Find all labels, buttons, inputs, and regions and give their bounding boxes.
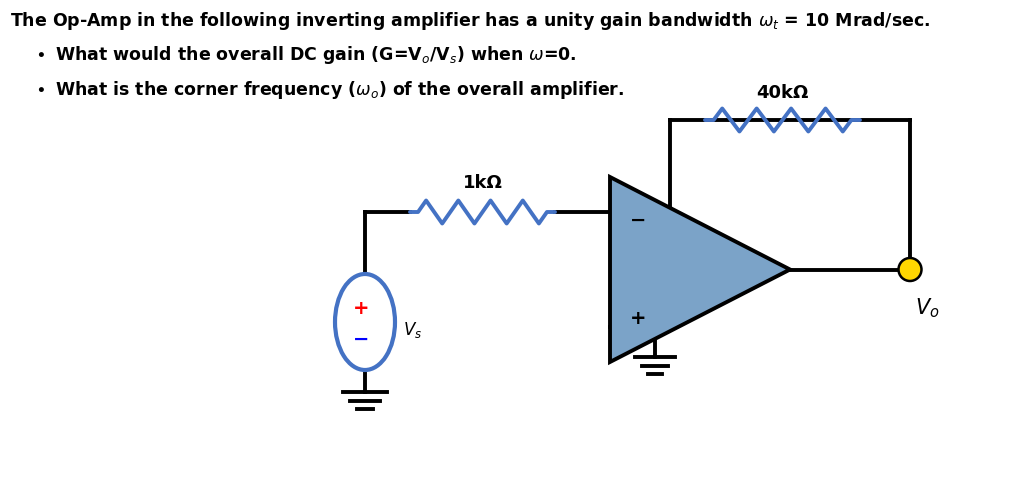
Text: −: − bbox=[630, 211, 646, 229]
Text: $\bullet$: $\bullet$ bbox=[35, 79, 45, 97]
Text: +: + bbox=[352, 299, 370, 317]
Text: What is the corner frequency ($\omega_o$) of the overall amplifier.: What is the corner frequency ($\omega_o$… bbox=[55, 79, 625, 101]
Text: $\bullet$: $\bullet$ bbox=[35, 44, 45, 62]
Text: +: + bbox=[630, 309, 646, 329]
Text: $V_s$: $V_s$ bbox=[403, 320, 422, 340]
Text: The Op-Amp in the following inverting amplifier has a unity gain bandwidth $\ome: The Op-Amp in the following inverting am… bbox=[10, 10, 931, 32]
Text: What would the overall DC gain (G=V$_o$/V$_s$) when $\omega$=0.: What would the overall DC gain (G=V$_o$/… bbox=[55, 44, 577, 66]
Polygon shape bbox=[610, 177, 790, 362]
Text: 40kΩ: 40kΩ bbox=[757, 84, 809, 102]
Text: $V_o$: $V_o$ bbox=[915, 297, 940, 320]
Circle shape bbox=[898, 258, 922, 281]
Ellipse shape bbox=[335, 274, 395, 370]
Text: −: − bbox=[353, 330, 370, 348]
Text: 1kΩ: 1kΩ bbox=[463, 174, 503, 192]
